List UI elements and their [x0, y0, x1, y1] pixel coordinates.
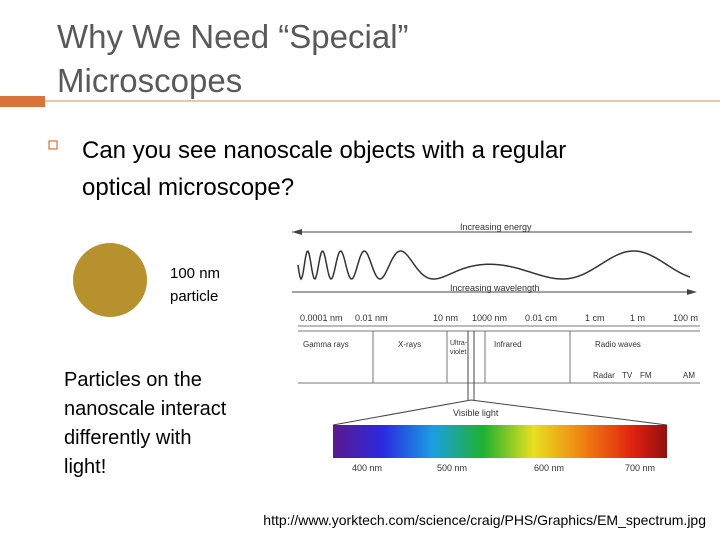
- bullet-text: optical microscope?: [82, 174, 294, 201]
- note-text: nanoscale interact: [64, 398, 227, 420]
- note-text: Particles on the: [64, 369, 202, 391]
- energy-label: Increasing energy: [460, 222, 532, 232]
- scale-label: 100 m: [673, 313, 698, 323]
- slide-title: Why We Need “Special”: [57, 18, 409, 55]
- particle-circle: [73, 243, 147, 317]
- wavelength-label: Increasing wavelength: [450, 283, 540, 293]
- visible-scale-label: 600 nm: [534, 463, 564, 473]
- region-label: Infrared: [494, 340, 522, 349]
- visible-scale-label: 500 nm: [437, 463, 467, 473]
- bullet-marker: [48, 140, 58, 150]
- region-label: violet: [450, 349, 466, 356]
- particle-label: particle: [170, 288, 218, 305]
- band-label: Radar: [593, 371, 615, 380]
- visible-scale-label: 400 nm: [352, 463, 382, 473]
- rule-accent: [0, 96, 45, 107]
- arrow-head: [687, 289, 697, 295]
- slide-title: Microscopes: [57, 62, 242, 99]
- visible-fan: [332, 399, 668, 426]
- region-label: Ultra-: [450, 340, 468, 347]
- note-text: light!: [64, 456, 106, 478]
- scale-label: 1 cm: [585, 313, 605, 323]
- region-label: Radio waves: [595, 340, 641, 349]
- bullet-text: Can you see nanoscale objects with a reg…: [82, 137, 566, 164]
- band-label: FM: [640, 371, 652, 380]
- wave: [297, 250, 691, 281]
- particle-label: 100 nm: [170, 265, 220, 282]
- scale-label: 0.01 cm: [525, 313, 557, 323]
- source-url: http://www.yorktech.com/science/craig/PH…: [263, 512, 706, 528]
- visible-scale-label: 700 nm: [625, 463, 655, 473]
- scale-label: 1 m: [630, 313, 645, 323]
- visible-spectrum: [333, 425, 667, 458]
- visible-label: Visible light: [453, 408, 499, 418]
- scale-label: 10 nm: [433, 313, 458, 323]
- scale-label: 1000 nm: [472, 313, 507, 323]
- em-spectrum-figure: [285, 218, 705, 482]
- arrow-head: [292, 229, 302, 235]
- region-label: Gamma rays: [303, 340, 349, 349]
- band-label: AM: [683, 371, 695, 380]
- region-label: X-rays: [398, 340, 421, 349]
- band-label: TV: [622, 371, 633, 380]
- scale-label: 0.0001 nm: [300, 313, 343, 323]
- note-text: differently with: [64, 427, 191, 449]
- scale-label: 0.01 nm: [355, 313, 388, 323]
